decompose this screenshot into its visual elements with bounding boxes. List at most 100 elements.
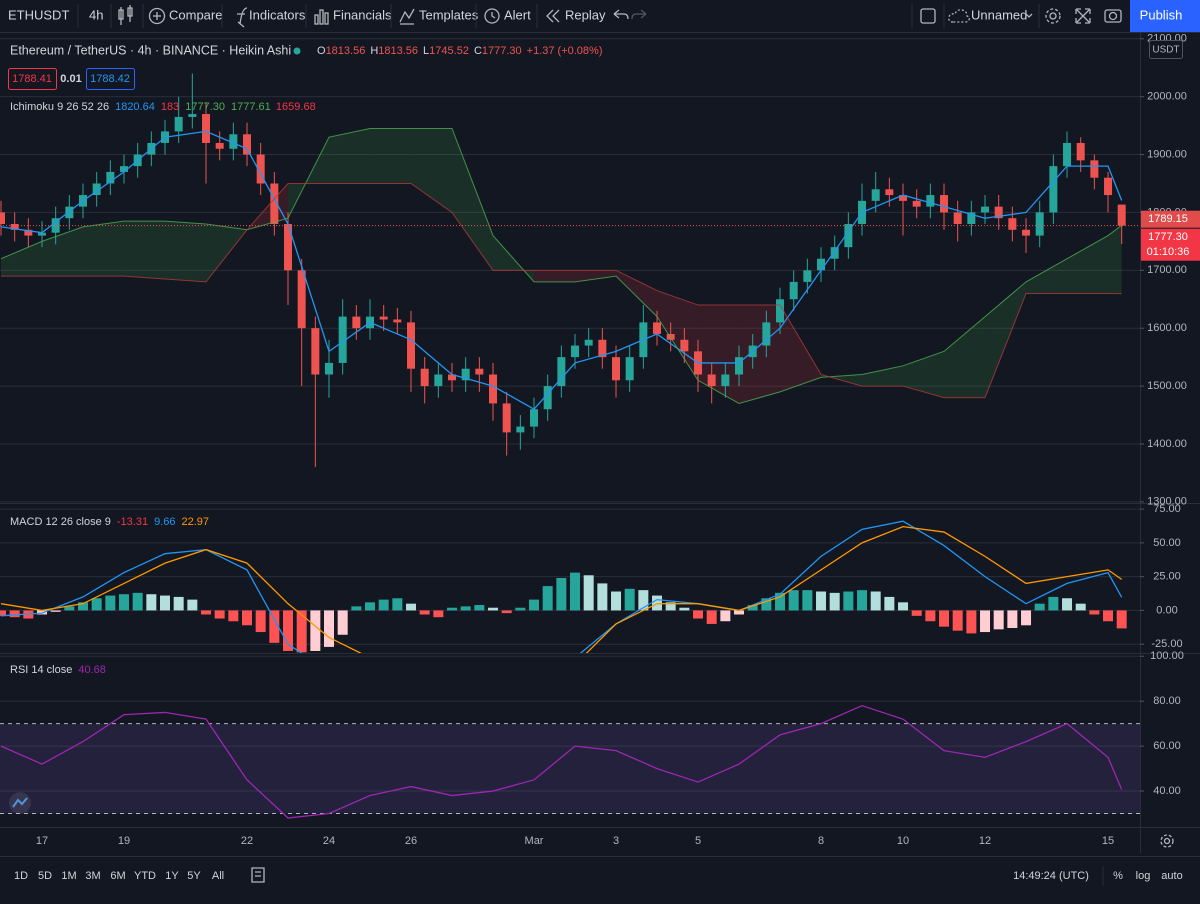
cloud-segment bbox=[452, 128, 494, 271]
indicator-value: 9.66 bbox=[154, 516, 175, 528]
financials-icon[interactable] bbox=[314, 9, 329, 25]
settings-icon[interactable] bbox=[1045, 8, 1061, 24]
y-tick-label: 25.00 bbox=[1153, 571, 1181, 583]
histogram-bar bbox=[1116, 610, 1127, 629]
range-button[interactable]: 1M bbox=[61, 870, 76, 882]
cloud-icon[interactable] bbox=[948, 9, 970, 23]
histogram-bar bbox=[406, 603, 417, 611]
cloud-segment bbox=[903, 351, 945, 398]
candle-body bbox=[256, 154, 265, 184]
candle-body bbox=[953, 212, 962, 225]
cloud-segment bbox=[329, 128, 371, 184]
alert-button[interactable]: Alert bbox=[504, 7, 531, 22]
range-button[interactable]: 6M bbox=[110, 870, 125, 882]
bottom-bar: 1D 5D 1M 3M 6M YTD 1Y 5Y All 14:49:24 (UTC)% log au… bbox=[14, 866, 1183, 886]
candle-body bbox=[571, 345, 580, 358]
redo-icon[interactable] bbox=[631, 9, 647, 20]
x-tick-label: 10 bbox=[897, 835, 909, 847]
histogram-bar bbox=[283, 610, 294, 651]
candle-body bbox=[871, 189, 880, 201]
histogram-bar bbox=[447, 607, 458, 611]
indicator-name: RSI 14 close bbox=[10, 664, 72, 676]
sell-price[interactable]: 1788.41 bbox=[12, 73, 52, 85]
snapshot-icon[interactable] bbox=[1104, 9, 1122, 23]
cloud-segment bbox=[944, 316, 986, 398]
layout-name[interactable]: Unnamed bbox=[971, 7, 1027, 22]
financials-button[interactable]: Financials bbox=[333, 7, 392, 22]
candle-body bbox=[10, 224, 19, 230]
symbol-title: Ethereum / TetherUS · 4h · BINANCE · Hei… bbox=[10, 43, 291, 57]
price-label: 1789.15 bbox=[1148, 213, 1188, 225]
candle-body bbox=[106, 171, 115, 184]
fullscreen-icon[interactable] bbox=[1075, 8, 1091, 24]
scale-option[interactable]: % bbox=[1113, 870, 1123, 882]
range-button[interactable]: YTD bbox=[134, 870, 156, 882]
range-button[interactable]: 1D bbox=[14, 870, 28, 882]
y-tick-label: 1400.00 bbox=[1147, 438, 1187, 450]
candle-body bbox=[817, 258, 826, 271]
layout-icon[interactable] bbox=[920, 8, 936, 24]
publish-label[interactable]: Publish bbox=[1140, 7, 1183, 22]
templates-button[interactable]: Templates bbox=[419, 7, 479, 22]
toolbar: ETHUSDT 4h Compare Indicators Financials… bbox=[0, 0, 1200, 33]
histogram-bar bbox=[775, 592, 786, 611]
range-button[interactable]: 1Y bbox=[165, 870, 179, 882]
indicator-line bbox=[0, 130, 1123, 411]
candle-body bbox=[789, 281, 798, 300]
undo-icon[interactable] bbox=[613, 9, 629, 20]
y-tick-label: -25.00 bbox=[1151, 638, 1182, 650]
candle-body bbox=[202, 114, 211, 143]
templates-icon[interactable] bbox=[399, 8, 415, 25]
candle-body bbox=[393, 319, 402, 323]
publish-button[interactable] bbox=[1130, 0, 1200, 32]
buy-price[interactable]: 1788.42 bbox=[90, 73, 130, 85]
scale-option[interactable]: auto bbox=[1161, 870, 1182, 882]
cloud-segment bbox=[985, 281, 1027, 398]
indicators-icon[interactable] bbox=[237, 7, 248, 28]
symbol[interactable]: ETHUSDT bbox=[8, 7, 69, 22]
chart-type-icon[interactable] bbox=[118, 5, 133, 25]
price-label-box bbox=[1141, 228, 1200, 261]
indicators-button[interactable]: Indicators bbox=[249, 7, 306, 22]
ohlc-value: 1813.56 bbox=[326, 45, 366, 57]
alert-icon[interactable] bbox=[484, 8, 500, 24]
interval[interactable]: 4h bbox=[89, 7, 103, 22]
buy-button[interactable] bbox=[86, 68, 135, 90]
indicator-legend: Ichimoku 9 26 52 26 1820.64 183 1777.30 1777… bbox=[10, 101, 316, 113]
ohlc-value: 1777.30 bbox=[482, 45, 522, 57]
compare-button[interactable]: Compare bbox=[169, 7, 222, 22]
candle-body bbox=[981, 206, 990, 213]
scale-option[interactable]: log bbox=[1136, 870, 1151, 882]
range-button[interactable]: 5D bbox=[38, 870, 52, 882]
histogram-bar bbox=[1075, 603, 1086, 611]
cloud-segment bbox=[534, 270, 576, 282]
indicator-line bbox=[0, 525, 1123, 653]
indicator-value: 1777.30 bbox=[185, 101, 225, 113]
range-button[interactable]: All bbox=[212, 870, 224, 882]
axis-settings-icon[interactable] bbox=[1160, 834, 1174, 848]
compare-icon[interactable] bbox=[148, 7, 166, 25]
histogram-bar bbox=[1048, 596, 1059, 611]
range-button[interactable]: 5Y bbox=[187, 870, 201, 882]
spread: 0.01 bbox=[60, 73, 81, 85]
price-change: +1.37 (+0.08%) bbox=[527, 45, 603, 57]
range-button[interactable]: 3M bbox=[85, 870, 100, 882]
indicator-value: 40.68 bbox=[78, 664, 106, 676]
sell-button[interactable] bbox=[8, 68, 57, 90]
replay-button[interactable]: Replay bbox=[565, 7, 606, 22]
chevron[interactable] bbox=[1025, 13, 1033, 18]
cloud-segment bbox=[739, 305, 781, 404]
candle-body bbox=[885, 189, 894, 196]
histogram-bar bbox=[460, 606, 471, 611]
replay-icon[interactable] bbox=[546, 9, 560, 23]
ohlc-value: 1813.56 bbox=[378, 45, 418, 57]
currency-box bbox=[1149, 40, 1183, 59]
histogram-bar bbox=[50, 610, 61, 612]
candle-body bbox=[762, 322, 771, 346]
histogram-bar bbox=[788, 590, 799, 611]
date-range-icon[interactable] bbox=[251, 867, 265, 883]
candle-body bbox=[325, 362, 334, 375]
histogram-bar bbox=[542, 586, 553, 611]
histogram-bar bbox=[939, 610, 950, 627]
